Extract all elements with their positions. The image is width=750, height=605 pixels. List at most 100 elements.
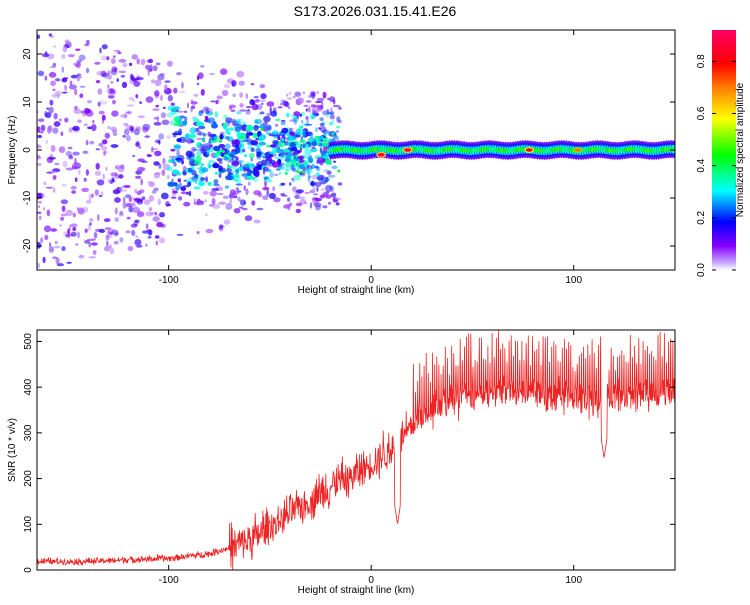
spectrogram-cell bbox=[211, 198, 216, 205]
spectrogram-x-tick-label: 100 bbox=[565, 275, 582, 286]
spectrogram-cell bbox=[253, 169, 260, 177]
spectrogram-cell bbox=[319, 122, 325, 127]
snr-y-tick-label: 100 bbox=[23, 516, 34, 533]
spectrogram-cell bbox=[122, 62, 128, 68]
spectrogram-cell bbox=[264, 181, 267, 187]
spectrogram-cell bbox=[185, 150, 193, 158]
spectrogram-cell bbox=[295, 154, 299, 158]
spectrogram-cell bbox=[71, 190, 76, 194]
spectrogram-cell bbox=[166, 60, 173, 67]
spectrogram-cell bbox=[254, 99, 260, 103]
spectrogram-cell bbox=[128, 97, 134, 100]
colorbar-gradient bbox=[712, 30, 736, 270]
snr-series-line bbox=[37, 330, 675, 570]
spectrogram-cell bbox=[216, 192, 224, 196]
spectrogram-cell bbox=[150, 79, 156, 84]
spectrogram-cell bbox=[95, 162, 100, 170]
spectrogram-cell bbox=[255, 104, 263, 110]
spectrogram-cell bbox=[284, 162, 291, 168]
spectrogram-cell bbox=[213, 145, 221, 152]
spectrogram-cell bbox=[146, 59, 152, 63]
spectrogram-cell bbox=[284, 171, 288, 175]
spectrogram-cell bbox=[322, 110, 330, 116]
spectrogram-cell bbox=[160, 94, 163, 102]
spectrogram-cell bbox=[316, 140, 321, 145]
spectrogram-cell bbox=[223, 156, 229, 161]
spectrogram-cell bbox=[89, 218, 94, 222]
spectrogram-cell bbox=[250, 147, 255, 152]
spectrogram-cell bbox=[336, 125, 340, 129]
spectrogram-cell bbox=[181, 81, 184, 89]
spectrogram-cell bbox=[193, 118, 200, 123]
spectrogram-cell bbox=[37, 144, 42, 149]
spectrogram-cell bbox=[134, 239, 142, 246]
spectrogram-cell bbox=[106, 240, 109, 247]
spectrogram-cell bbox=[164, 84, 168, 91]
spectrogram-cell bbox=[237, 137, 241, 141]
spectrogram-cell bbox=[241, 173, 249, 177]
spectrogram-cell bbox=[145, 211, 154, 217]
spectrogram-cell bbox=[264, 178, 273, 183]
spectrogram-cell bbox=[86, 39, 90, 45]
spectrogram-cell bbox=[49, 99, 54, 106]
spectrogram-cell bbox=[172, 169, 179, 175]
spectrogram-cell bbox=[198, 181, 205, 187]
spectrogram-cell bbox=[175, 157, 183, 161]
spectrogram-cell bbox=[184, 133, 191, 140]
spectrogram-cell bbox=[154, 150, 162, 157]
spectrogram-cell bbox=[245, 188, 249, 196]
spectrogram-cell bbox=[72, 151, 80, 156]
spectrogram-cell bbox=[208, 138, 211, 144]
spectrogram-cell bbox=[187, 102, 189, 109]
spectrogram-cell bbox=[252, 101, 256, 105]
spectrogram-cell bbox=[289, 136, 293, 143]
spectrogram-cell bbox=[172, 106, 180, 111]
spectrogram-cell bbox=[123, 128, 130, 136]
spectrogram-cell bbox=[59, 224, 62, 227]
spectrogram-cell bbox=[299, 172, 306, 177]
snr-y-tick-label: 0 bbox=[23, 567, 34, 573]
spectrogram-cell bbox=[296, 189, 304, 194]
spectrogram-cell bbox=[131, 200, 134, 208]
spectrogram-cell bbox=[91, 193, 94, 198]
spectrogram-cell bbox=[69, 154, 73, 159]
spectrogram-cell bbox=[153, 161, 160, 166]
spectrogram-cell bbox=[193, 186, 201, 190]
spectrogram-cell bbox=[44, 75, 48, 81]
spectrogram-cell bbox=[320, 126, 327, 133]
spectrogram-cell bbox=[243, 201, 246, 205]
spectrogram-cell bbox=[194, 173, 199, 179]
spectrogram-cell bbox=[132, 154, 136, 158]
spectrogram-cell bbox=[222, 122, 228, 130]
spectrogram-cell bbox=[245, 124, 254, 132]
spectrogram-cell bbox=[231, 118, 236, 123]
spectrogram-cell bbox=[114, 165, 118, 170]
spectrogram-cell bbox=[136, 198, 144, 205]
spectrogram-cell bbox=[311, 141, 318, 147]
spectrogram-cell bbox=[155, 240, 158, 246]
spectrogram-cell bbox=[178, 196, 183, 201]
spectrogram-cell bbox=[111, 178, 115, 183]
spectrogram-cell bbox=[185, 191, 190, 195]
spectrogram-cell bbox=[230, 191, 237, 198]
spectrogram-cell bbox=[173, 161, 177, 167]
spectrogram-cell bbox=[316, 186, 319, 192]
spectrogram-cell bbox=[294, 91, 302, 97]
spectrogram-cell bbox=[167, 182, 176, 187]
spectrogram-cell bbox=[338, 106, 342, 110]
spectrogram-cell bbox=[261, 102, 264, 106]
spectrogram-cell bbox=[310, 104, 316, 108]
spectrogram-cell bbox=[216, 158, 223, 162]
spectrogram-cell bbox=[221, 89, 229, 97]
spectrogram-cell bbox=[313, 112, 320, 117]
spectrogram-cell bbox=[81, 187, 89, 193]
spectrogram-cell bbox=[325, 188, 330, 194]
spectrogram-cell bbox=[338, 107, 342, 110]
spectrogram-cell bbox=[107, 125, 111, 130]
colorbar-tick-label: 0.4 bbox=[696, 158, 707, 172]
spectrogram-cell bbox=[302, 143, 306, 148]
spectrogram-cell bbox=[314, 181, 322, 187]
spectrogram-cell bbox=[193, 93, 199, 97]
spectrogram-cell bbox=[303, 160, 308, 168]
spectrogram-cell bbox=[223, 219, 231, 225]
